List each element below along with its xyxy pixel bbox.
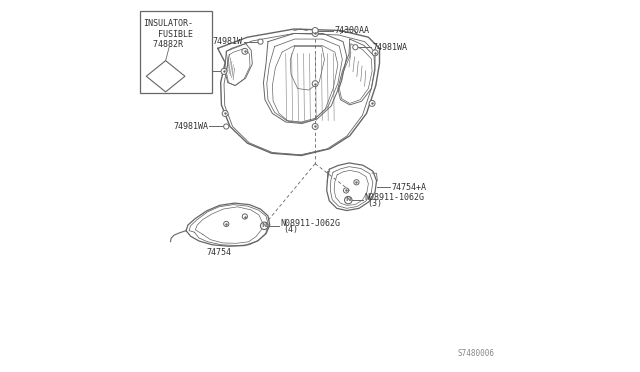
Text: N: N bbox=[262, 223, 267, 228]
FancyBboxPatch shape bbox=[140, 11, 212, 93]
Text: N: N bbox=[346, 197, 351, 202]
Text: N08911-1062G: N08911-1062G bbox=[364, 193, 424, 202]
Circle shape bbox=[223, 221, 229, 227]
Circle shape bbox=[372, 50, 378, 56]
Circle shape bbox=[221, 68, 227, 74]
Circle shape bbox=[344, 196, 352, 204]
Circle shape bbox=[260, 222, 268, 230]
Text: FUSIBLE: FUSIBLE bbox=[143, 30, 193, 39]
Circle shape bbox=[312, 124, 318, 129]
Text: S7480006: S7480006 bbox=[458, 349, 495, 358]
Text: (3): (3) bbox=[367, 199, 383, 208]
Circle shape bbox=[353, 45, 358, 50]
Circle shape bbox=[242, 48, 248, 54]
Text: (4): (4) bbox=[284, 225, 298, 234]
Text: 74981WB: 74981WB bbox=[170, 67, 205, 76]
Text: 74300AA: 74300AA bbox=[334, 26, 369, 35]
Text: N08911-J062G: N08911-J062G bbox=[280, 219, 340, 228]
Circle shape bbox=[223, 124, 229, 129]
Circle shape bbox=[344, 188, 349, 193]
Circle shape bbox=[243, 214, 248, 219]
Text: 74754+A: 74754+A bbox=[391, 183, 426, 192]
Circle shape bbox=[312, 31, 318, 36]
Circle shape bbox=[354, 180, 359, 185]
Text: 74754: 74754 bbox=[206, 248, 231, 257]
Circle shape bbox=[312, 28, 318, 33]
Text: 74981WA: 74981WA bbox=[372, 43, 408, 52]
Text: 74981W: 74981W bbox=[212, 37, 243, 46]
Circle shape bbox=[369, 100, 375, 106]
Circle shape bbox=[222, 110, 228, 116]
Text: INSULATOR-: INSULATOR- bbox=[143, 19, 193, 28]
Text: 74882R: 74882R bbox=[143, 40, 183, 49]
Circle shape bbox=[258, 39, 263, 44]
Text: 74981WA: 74981WA bbox=[173, 122, 208, 131]
Circle shape bbox=[312, 81, 318, 87]
